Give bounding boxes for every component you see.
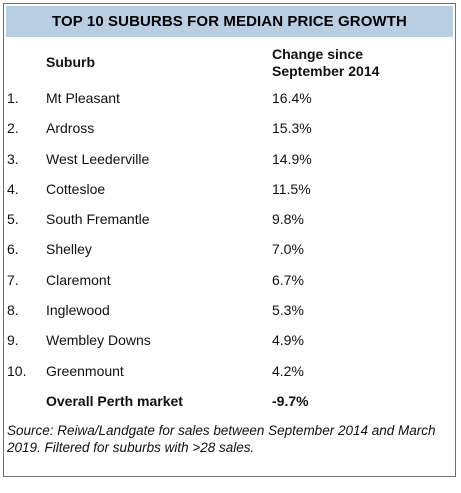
table-row: 7. Claremont 6.7% <box>4 264 455 294</box>
row-suburb: Shelley <box>46 241 92 258</box>
row-rank: 3. <box>7 150 19 167</box>
row-rank: 4. <box>7 180 19 197</box>
row-rank: 2. <box>7 120 19 137</box>
table-row: 5. South Fremantle 9.8% <box>4 203 455 233</box>
overall-change: -9.7% <box>272 392 309 409</box>
overall-row: Overall Perth market -9.7% <box>4 385 455 415</box>
row-change: 14.9% <box>272 150 312 167</box>
row-suburb: Ardross <box>46 120 95 137</box>
source-note-line2: 2019. Filtered for suburbs with >28 sale… <box>7 440 255 455</box>
row-change: 5.3% <box>272 302 304 319</box>
row-rank: 1. <box>7 90 19 106</box>
table-row: 2. Ardross 15.3% <box>4 112 455 142</box>
row-suburb: Cottesloe <box>46 180 106 197</box>
table-row: 8. Inglewood 5.3% <box>4 294 455 324</box>
row-change: 16.4% <box>272 90 312 106</box>
row-change: 4.2% <box>272 362 304 379</box>
row-change: 4.9% <box>272 332 304 349</box>
table-header: Suburb Change since September 2014 <box>4 46 455 86</box>
row-rank: 10. <box>7 362 27 379</box>
table-row: 1. Mt Pleasant 16.4% <box>4 82 455 112</box>
source-note: Source: Reiwa/Landgate for sales between… <box>7 422 451 456</box>
row-change: 6.7% <box>272 271 304 288</box>
table-row: 9. Wembley Downs 4.9% <box>4 324 455 354</box>
row-rank: 5. <box>7 211 19 228</box>
column-header-suburb: Suburb <box>46 54 95 70</box>
row-suburb: South Fremantle <box>46 211 150 228</box>
row-suburb: Wembley Downs <box>46 332 151 349</box>
table-body: 1. Mt Pleasant 16.4% 2. Ardross 15.3% 3.… <box>4 82 455 415</box>
column-header-change-line2: September 2014 <box>272 63 380 79</box>
row-suburb: Mt Pleasant <box>46 90 120 106</box>
table-row: 6. Shelley 7.0% <box>4 233 455 263</box>
row-suburb: Inglewood <box>46 302 110 319</box>
row-change: 11.5% <box>272 180 311 197</box>
row-rank: 6. <box>7 241 19 258</box>
row-change: 15.3% <box>272 120 312 137</box>
table-row: 4. Cottesloe 11.5% <box>4 173 455 203</box>
source-note-line1: Source: Reiwa/Landgate for sales between… <box>7 423 436 438</box>
overall-label: Overall Perth market <box>46 392 183 409</box>
row-suburb: West Leederville <box>46 150 150 167</box>
row-rank: 9. <box>7 332 19 349</box>
table-title: TOP 10 SUBURBS FOR MEDIAN PRICE GROWTH <box>6 6 453 37</box>
row-suburb: Claremont <box>46 271 111 288</box>
row-rank: 7. <box>7 271 19 288</box>
column-header-change: Change since September 2014 <box>272 46 379 80</box>
table-frame: TOP 10 SUBURBS FOR MEDIAN PRICE GROWTH S… <box>3 3 456 477</box>
row-change: 7.0% <box>272 241 304 258</box>
table-row: 10. Greenmount 4.2% <box>4 355 455 385</box>
row-change: 9.8% <box>272 211 304 228</box>
row-rank: 8. <box>7 302 19 319</box>
table-row: 3. West Leederville 14.9% <box>4 143 455 173</box>
row-suburb: Greenmount <box>46 362 124 379</box>
column-header-change-line1: Change since <box>272 46 364 62</box>
